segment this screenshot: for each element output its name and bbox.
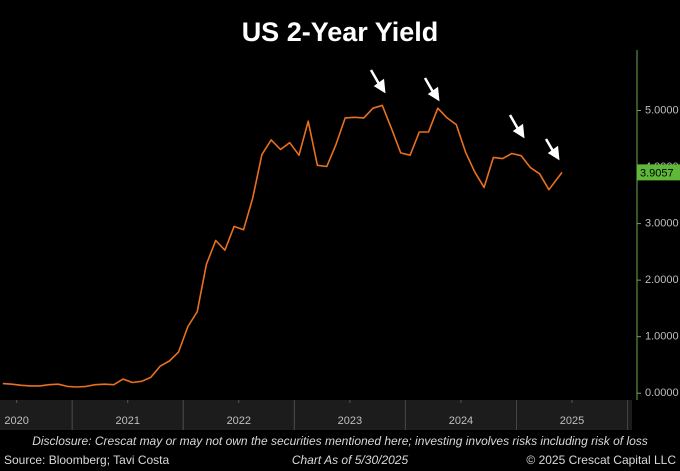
y-tick-label: 3.0000 — [645, 217, 679, 229]
x-axis-band — [0, 400, 632, 430]
annotation-arrows — [369, 69, 560, 161]
copyright: © 2025 Crescat Capital LLC — [526, 453, 676, 467]
disclosure: Disclosure: Crescat may or may not own t… — [32, 434, 648, 448]
x-tick-label: 2020 — [4, 415, 28, 427]
date-note: Chart As of 5/30/2025 — [292, 453, 409, 467]
y-tick-label: 2.0000 — [645, 274, 679, 286]
arrow-head — [427, 86, 440, 102]
arrow — [423, 77, 435, 93]
arrow-head — [373, 78, 386, 94]
x-tick-label: 2023 — [338, 415, 362, 427]
arrow — [544, 138, 555, 152]
series-line — [2, 104, 563, 388]
arrow — [369, 69, 381, 85]
x-tick-label: 2024 — [449, 415, 473, 427]
source: Source: Bloomberg; Tavi Costa — [4, 453, 170, 467]
y-tick-label: 5.0000 — [645, 104, 679, 116]
x-tick-label: 2025 — [560, 415, 584, 427]
x-tick-label: 2021 — [115, 415, 139, 427]
arrow — [508, 114, 520, 130]
arrow-head — [512, 123, 525, 139]
arrow-head — [547, 145, 560, 161]
y-tick-label: 0.0000 — [645, 387, 679, 399]
last-value-box — [637, 164, 680, 181]
y-tick-label: 1.0000 — [645, 331, 679, 343]
x-tick-label: 2022 — [227, 415, 251, 427]
chart-title: US 2-Year Yield — [242, 17, 439, 47]
last-value-label: 3.9057 — [640, 167, 674, 179]
